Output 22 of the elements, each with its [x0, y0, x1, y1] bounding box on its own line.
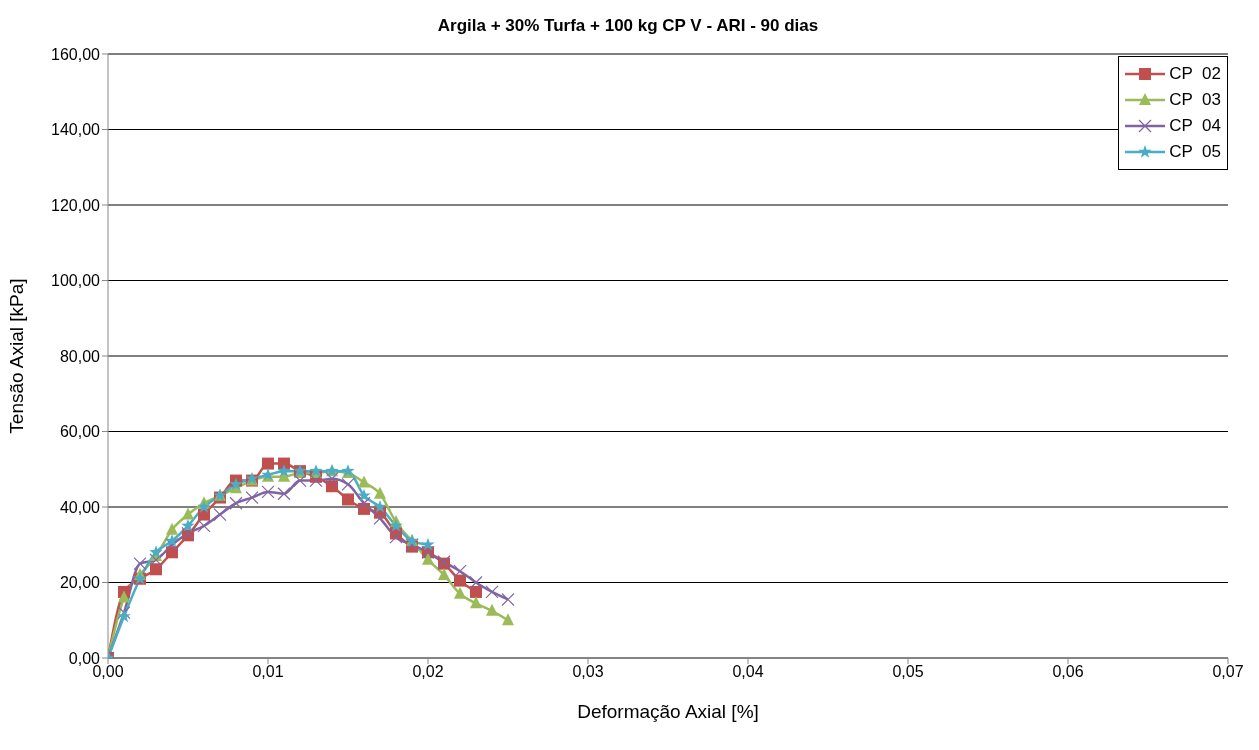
x-tick-label: 0,01: [252, 663, 284, 681]
x-axis-title: Deformação Axial [%]: [577, 701, 759, 722]
legend-label: CP 04: [1169, 115, 1221, 137]
x-tick-label: 0,03: [572, 663, 604, 681]
y-tick-label: 160,00: [51, 45, 101, 63]
x-tick-label: 0,02: [412, 663, 444, 681]
y-axis-title: Tensão Axial [kPa]: [5, 278, 27, 434]
x-tick-label: 0,07: [1212, 663, 1244, 681]
legend-label: CP 03: [1169, 89, 1221, 111]
x-tick-label: 0,05: [892, 663, 924, 681]
y-tick-label: 40,00: [59, 498, 101, 516]
y-tick-label: 120,00: [51, 196, 101, 214]
y-tick-label: 60,00: [59, 423, 101, 441]
y-tick-label: 20,00: [59, 574, 101, 592]
x-tick-label: 0,06: [1052, 663, 1084, 681]
x-tick-label: 0,04: [732, 663, 764, 681]
y-tick-label: 140,00: [51, 121, 101, 139]
chart-title: Argila + 30% Turfa + 100 kg CP V - ARI - 90 dias: [436, 15, 820, 37]
y-tick-label: 100,00: [51, 272, 101, 290]
y-tick-label: 80,00: [59, 347, 101, 365]
legend-label: CP 05: [1169, 141, 1221, 163]
legend-label: CP 02: [1169, 63, 1221, 85]
